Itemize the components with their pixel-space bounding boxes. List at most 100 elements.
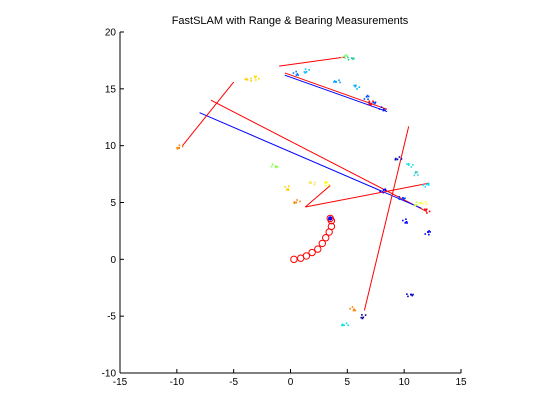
landmark-particle [404,222,407,224]
landmark-particle [347,58,350,61]
landmark-cluster [176,144,184,150]
landmark-particle [324,181,327,183]
landmark-cluster [324,181,330,187]
robot-pose-marker [326,214,334,223]
landmark-particle [270,165,273,168]
landmark-particle [426,212,428,214]
landmark-particle [384,189,387,192]
landmark-particle [406,163,408,165]
landmark-particle [293,201,296,203]
landmark-particle [299,200,301,203]
y-tick-label: 20 [105,28,117,39]
landmark-particle [380,106,383,108]
landmark-particle [287,188,290,190]
landmark-particle [178,144,181,147]
landmark-particle [398,198,401,200]
landmark-particle [358,86,361,88]
landmark-particle [411,294,414,297]
x-ticks: -15 -10 -5 0 5 10 15 [113,369,467,388]
landmark-particle [366,94,369,97]
landmark-particle [424,201,427,203]
landmark-particle [347,56,349,59]
x-tick-label: -5 [229,377,238,388]
y-tick-label: -5 [107,312,116,323]
landmark-cluster [379,188,387,194]
landmark-particle [369,104,372,106]
landmark-cluster [360,314,367,320]
landmark-particle [384,188,387,190]
landmark-particle [250,77,252,80]
landmark-particle [362,316,365,319]
landmark-particle [405,221,408,223]
x-tick-label: 15 [455,377,467,388]
landmark-particle [428,233,430,236]
landmark-particle [353,308,355,311]
landmark-particle [304,68,307,71]
landmark-particle [420,201,423,204]
landmark-particle [428,230,430,232]
landmark-particle [378,108,381,110]
landmark-particle [410,293,412,296]
x-tick-label: -10 [170,377,185,388]
landmark-particle [355,84,357,87]
chart-title: FastSLAM with Range & Bearing Measuremen… [172,15,409,27]
landmark-particle [382,191,385,194]
measurement-line [182,81,235,146]
landmark-particle [407,295,409,298]
landmark-particle [402,219,404,222]
landmark-particle [405,218,407,221]
landmark-particle [345,54,348,56]
landmark-particle [424,208,426,211]
landmark-cluster [253,75,260,81]
x-tick-label: 10 [399,377,411,388]
landmark-particle [382,189,385,191]
landmark-particle [356,88,358,90]
landmark-particle [424,185,427,188]
landmark-particle [324,182,327,184]
landmark-cluster [284,185,290,191]
landmark-particle [400,158,403,160]
landmark-particle [368,101,371,104]
landmark-particle [351,306,354,308]
landmark-cluster [363,94,370,101]
landmark-cluster [368,100,374,106]
landmark-particle [410,166,413,168]
landmark-cluster [353,84,361,90]
landmark-particle [285,188,288,191]
landmark-cluster [244,77,252,82]
landmark-cluster [293,199,301,205]
landmark-particle [295,70,297,73]
landmark-particle [296,73,299,75]
landmark-particle [367,95,370,98]
landmark-particle [287,189,290,191]
landmark-particle [245,77,248,80]
landmark-particle [402,197,404,199]
landmark-cluster [341,54,348,60]
landmark-particle [276,166,279,168]
landmark-cluster [333,79,341,84]
landmark-particle [328,183,330,186]
landmark-particle [353,57,355,60]
landmark-particle [284,186,287,188]
landmark-particle [394,157,397,160]
landmark-particle [296,199,298,201]
landmark-particle [305,70,308,73]
landmark-particle [424,233,427,235]
plot-area [176,54,431,327]
landmark-cluster [394,156,403,161]
landmark-particle [413,203,416,206]
landmark-particle [417,174,419,176]
landmark-particle [367,98,369,101]
landmark-cluster [406,162,414,168]
landmark-particle [354,85,357,88]
landmark-particle [353,84,355,87]
landmark-cluster [308,181,316,186]
landmark-cluster [378,106,386,112]
landmark-particle [426,183,428,186]
landmark-particle [351,57,353,59]
landmark-particle [425,208,428,211]
landmark-cluster [413,170,419,177]
robot-pose-marker [314,245,322,253]
